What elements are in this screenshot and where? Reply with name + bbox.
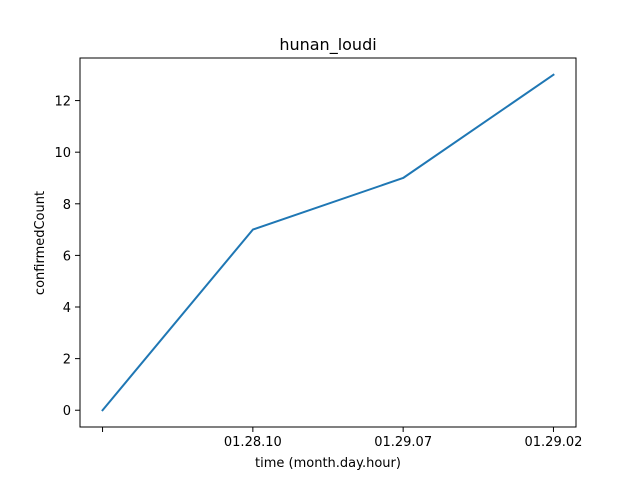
y-tick-label: 8 xyxy=(63,198,71,213)
series-line xyxy=(101,73,555,412)
x-tick-label: 01.29.07 xyxy=(374,435,432,450)
chart-title: hunan_loudi xyxy=(279,35,376,55)
y-tick-label: 6 xyxy=(63,249,71,264)
y-tick-label: 0 xyxy=(63,404,71,419)
plot-frame xyxy=(79,57,577,428)
x-tick-label: 01.29.02 xyxy=(525,435,583,450)
x-axis-label: time (month.day.hour) xyxy=(255,456,401,471)
y-tick-label: 10 xyxy=(54,146,71,161)
plot-background xyxy=(80,58,576,427)
y-axis-label: confirmedCount xyxy=(33,191,48,295)
x-tick-label: 01.28.10 xyxy=(224,435,282,450)
plot-area: 0 2 4 6 8 10 12 01.28.10 01.29.07 01.29.02 xyxy=(54,57,583,450)
y-tick-label: 4 xyxy=(63,301,71,316)
y-tick-label: 12 xyxy=(54,95,71,110)
y-tick-label: 2 xyxy=(63,353,71,368)
